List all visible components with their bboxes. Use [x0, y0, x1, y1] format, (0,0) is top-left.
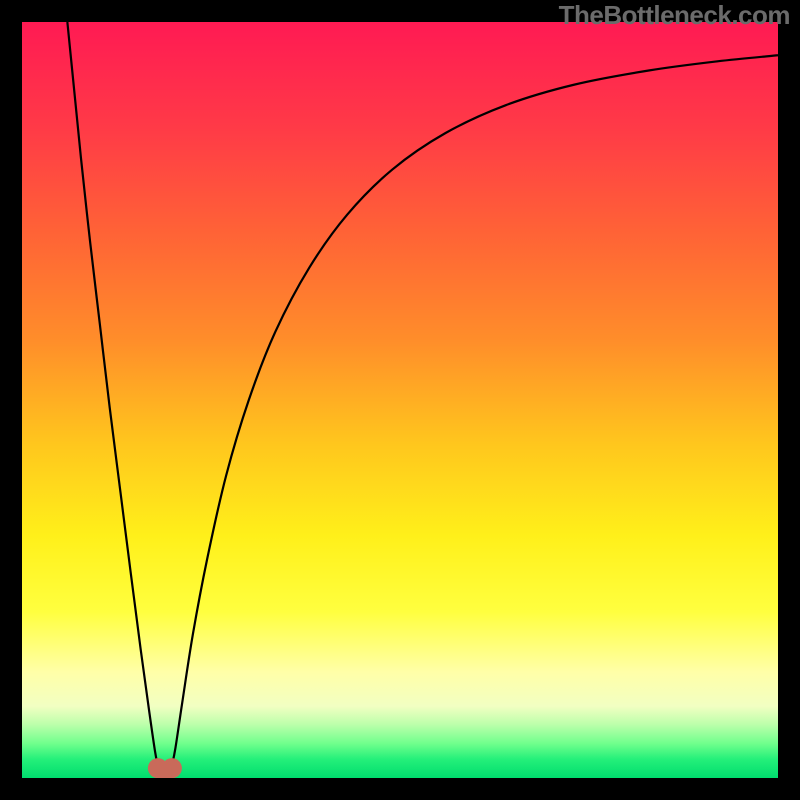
bottleneck-curve — [0, 0, 800, 800]
valley-marker — [148, 758, 182, 778]
curve-left-branch — [67, 22, 158, 767]
curve-right-branch — [172, 55, 778, 766]
